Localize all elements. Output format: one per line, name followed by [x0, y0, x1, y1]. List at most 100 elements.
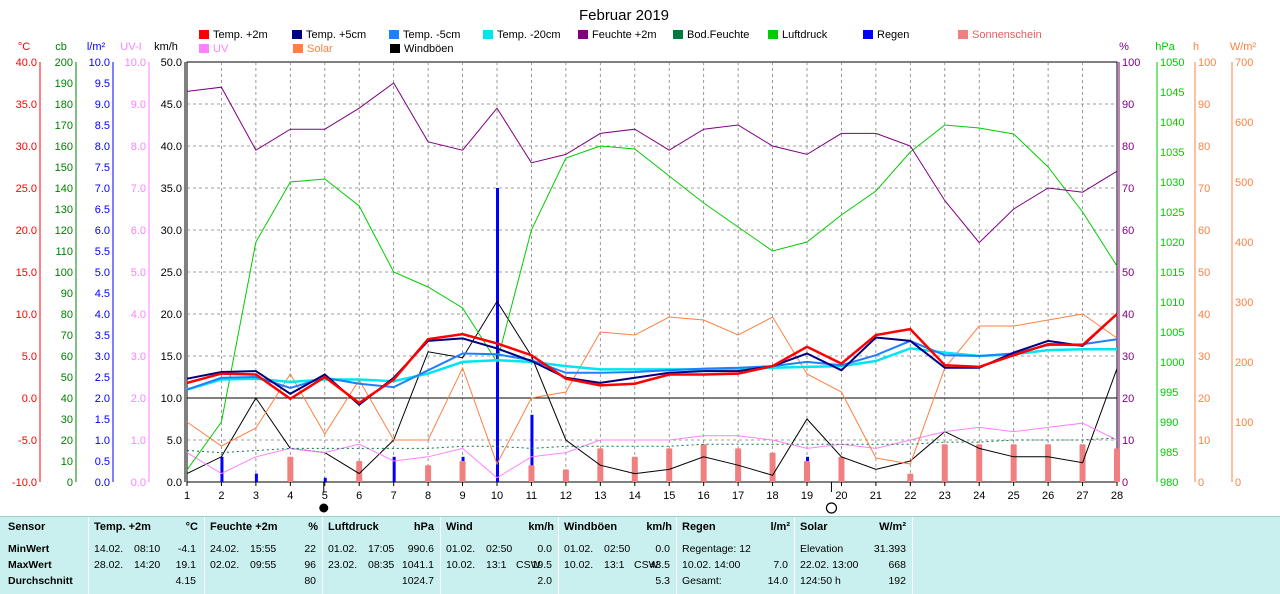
- tick-label-cb: 130: [55, 204, 73, 216]
- stats-temp-value: 4.15: [175, 575, 196, 587]
- x-tick-label: 24: [973, 490, 985, 502]
- tick-label-rain: 4.5: [95, 288, 110, 300]
- tick-label-press: 1010: [1160, 297, 1184, 309]
- stats-temp-unit: °C: [185, 521, 198, 533]
- tick-label-temp: 25.0: [16, 183, 37, 195]
- tick-label-rain: 7.0: [95, 183, 110, 195]
- stats-wind-value: 02:50: [486, 543, 513, 555]
- statistics-panel: Sensor MinWert MaxWert Durchschnitt Temp…: [0, 516, 1280, 594]
- axis-unit-rain: l/m²: [87, 41, 106, 53]
- legend-label: Bod.Feuchte: [687, 29, 749, 41]
- stats-gust-unit: km/h: [646, 521, 672, 533]
- stats-temp-header: Temp. +2m: [94, 521, 151, 533]
- tick-label-cb: 40: [61, 393, 73, 405]
- tick-label-hum: 60: [1122, 225, 1134, 237]
- stats-humidity-value: 80: [304, 575, 316, 587]
- x-tick-label: 22: [904, 490, 916, 502]
- stats-temp: Temp. +2m °C 14.02. 08:10 -4.1 28.02. 14:20 1…: [88, 517, 205, 594]
- legend-swatch: [199, 30, 209, 39]
- tick-label-sun: 100: [1198, 57, 1216, 69]
- tick-label-press: 1050: [1160, 57, 1184, 69]
- tick-label-cb: 120: [55, 225, 73, 237]
- x-tick-label: 9: [459, 490, 465, 502]
- tick-label-temp: 0.0: [22, 393, 37, 405]
- stats-temp-value: 08:10: [134, 543, 161, 555]
- chart-title: Februar 2019: [579, 7, 669, 24]
- tick-label-sun: 70: [1198, 183, 1210, 195]
- tick-label-rain: 9.0: [95, 99, 110, 111]
- legend-label: Temp. +2m: [213, 29, 268, 41]
- tick-label-sun: 80: [1198, 141, 1210, 153]
- x-tick-label: 28: [1111, 490, 1123, 502]
- series-line-temp-20cm: [186, 347, 1117, 391]
- tick-label-solar: 100: [1235, 417, 1253, 429]
- x-tick-label: 10: [491, 490, 503, 502]
- legend-swatch: [292, 30, 302, 39]
- tick-label-temp: 30.0: [16, 141, 37, 153]
- series-line-solar: [186, 313, 1118, 466]
- x-tick-label: 18: [766, 490, 778, 502]
- tick-label-temp: 20.0: [16, 225, 37, 237]
- stats-wind-value: 13:1: [486, 559, 507, 571]
- tick-label-wind: 5.0: [167, 435, 182, 447]
- x-tick-label: 17: [732, 490, 744, 502]
- tick-label-cb: 140: [55, 183, 73, 195]
- stats-sensor: Sensor MinWert MaxWert Durchschnitt: [0, 517, 89, 594]
- axis-unit-uv: UV-I: [120, 41, 141, 53]
- tick-label-cb: 90: [61, 288, 73, 300]
- tick-label-wind: 20.0: [161, 309, 182, 321]
- stats-gust-value: 5.3: [655, 575, 670, 587]
- legend-label: Temp. +5cm: [306, 29, 366, 41]
- legend-label: Feuchte +2m: [592, 29, 657, 41]
- stats-rain-value: 14.0: [767, 575, 788, 587]
- tick-label-uv: 10.0: [125, 57, 146, 69]
- tick-label-hum: 70: [1122, 183, 1134, 195]
- sunshine-bar: [1114, 448, 1120, 482]
- tick-label-press: 985: [1160, 447, 1178, 459]
- axis-unit-cb: cb: [55, 41, 67, 53]
- row-label-max: MaxWert: [8, 559, 52, 571]
- sunshine-bar: [528, 465, 535, 482]
- x-tick-label: 4: [287, 490, 293, 502]
- stats-rain-unit: l/m²: [770, 521, 790, 533]
- series-line-bod-feuchte: [186, 437, 1118, 454]
- tick-label-uv: 3.0: [131, 351, 146, 363]
- tick-label-cb: 30: [61, 414, 73, 426]
- tick-label-rain: 4.0: [95, 309, 110, 321]
- tick-label-uv: 8.0: [131, 141, 146, 153]
- stats-wind-value: 0.0: [537, 543, 552, 555]
- stats-solar-value: 668: [888, 559, 906, 571]
- x-tick-label: 11: [526, 490, 537, 502]
- tick-label-temp: 5.0: [22, 351, 37, 363]
- tick-label-hum: 0: [1122, 477, 1128, 489]
- stats-humidity-header: Feuchte +2m: [210, 521, 278, 533]
- tick-label-wind: 10.0: [161, 393, 182, 405]
- grid: [186, 61, 1118, 483]
- tick-label-sun: 30: [1198, 351, 1210, 363]
- row-label-min: MinWert: [8, 543, 50, 555]
- tick-label-solar: 400: [1235, 237, 1253, 249]
- tick-label-cb: 100: [55, 267, 73, 279]
- tick-label-rain: 0.0: [95, 477, 110, 489]
- axis-unit-temp: °C: [18, 41, 30, 53]
- tick-label-cb: 200: [55, 57, 73, 69]
- tick-label-wind: 35.0: [161, 183, 182, 195]
- tick-label-rain: 6.5: [95, 204, 110, 216]
- tick-label-sun: 0: [1198, 477, 1204, 489]
- tick-label-sun: 10: [1198, 435, 1210, 447]
- tick-label-sun: 90: [1198, 99, 1210, 111]
- legend-swatch: [958, 30, 968, 39]
- tick-label-rain: 5.0: [95, 267, 110, 279]
- tick-label-cb: 50: [61, 372, 73, 384]
- stats-pressure-value: 1041.1: [401, 559, 434, 571]
- stats-pressure: Luftdruck hPa 01.02. 17:05 990.6 23.02. 08:3…: [322, 517, 441, 594]
- rain-bar: [254, 473, 258, 482]
- stats-solar-value: 31.393: [873, 543, 906, 555]
- rain-bar: [392, 456, 396, 482]
- stats-solar-value: 192: [888, 575, 906, 587]
- stats-humidity-value: 09:55: [250, 559, 277, 571]
- weather-chart: Februar 2019 Temp. +2m Temp. +5cm Temp. -5…: [12, 7, 1256, 514]
- tick-label-sun: 50: [1198, 267, 1210, 279]
- tick-label-rain: 0.5: [95, 456, 110, 468]
- x-tick-label: 3: [253, 490, 259, 502]
